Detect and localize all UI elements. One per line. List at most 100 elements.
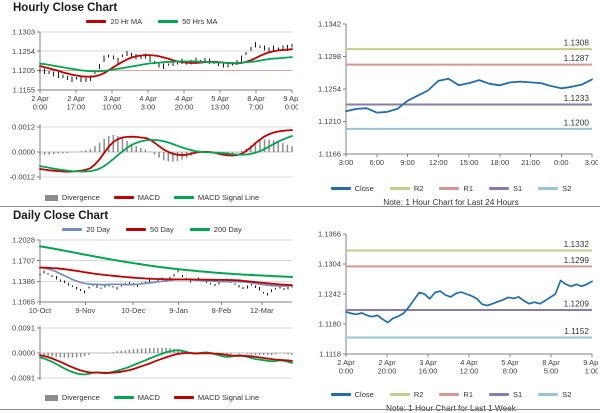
hourly-macd-legend: Divergence MACD MACD Signal Line [4,191,300,204]
legend-item-r2: R2 [389,390,423,399]
pivot-1w-note: Note: 1 Hour Chart for Last 1 Week [386,403,516,413]
pivot-24h-legend: Close R2 R1 S1 S2 [304,182,598,195]
svg-text:1.1166: 1.1166 [319,150,341,159]
bar-swatch-icon [44,394,58,401]
svg-text:8:00: 8:00 [503,367,518,376]
legend-item-20day: 20 Day [62,225,110,234]
svg-text:0:00: 0:00 [285,103,298,112]
legend-label: Divergence [61,193,100,202]
svg-text:1.1209: 1.1209 [564,298,590,308]
svg-text:4 Apr: 4 Apr [139,94,157,103]
svg-text:9:00: 9:00 [400,158,415,167]
svg-text:3:00: 3:00 [585,158,598,167]
svg-text:12:00: 12:00 [429,158,448,167]
svg-text:21:00: 21:00 [521,158,540,167]
svg-text:5 Apr: 5 Apr [501,358,519,367]
legend-label: Close [354,390,374,399]
svg-text:1.1707: 1.1707 [12,256,35,265]
legend-label: MACD Signal Line [197,393,260,402]
line-swatch-icon [189,228,210,231]
svg-text:1:00: 1:00 [585,367,598,376]
svg-text:1.1065: 1.1065 [12,298,35,307]
legend-label: S1 [513,390,523,399]
svg-text:8-Feb: 8-Feb [212,306,232,315]
svg-text:5:00: 5:00 [544,367,559,376]
line-swatch-icon [62,228,83,231]
svg-text:1.1210: 1.1210 [318,117,341,126]
line-swatch-icon [389,393,410,396]
legend-item-200day: 200 Day [189,225,242,234]
svg-text:1.1332: 1.1332 [564,239,590,249]
svg-text:6:00: 6:00 [369,158,384,167]
svg-text:-0.0012: -0.0012 [10,172,35,181]
line-swatch-icon [158,20,179,23]
legend-item-50day: 50 Day [126,225,174,234]
daily-ma-legend: 20 Day 50 Day 200 Day [4,223,300,236]
line-swatch-icon [86,20,107,23]
line-swatch-icon [330,393,351,396]
svg-text:10:00: 10:00 [103,103,122,112]
svg-text:1.1366: 1.1366 [318,230,341,239]
legend-item-s1: S1 [489,184,522,193]
legend-label: S1 [513,184,523,193]
svg-text:1.1254: 1.1254 [318,85,341,94]
svg-text:0.0000: 0.0000 [12,349,35,358]
svg-text:20:00: 20:00 [175,103,194,112]
hourly-close-panel: Hourly Close Chart 20 Hr MA 50 Hrs MA 1.… [4,2,302,204]
svg-text:1.1304: 1.1304 [318,260,341,269]
legend-label: R1 [463,390,473,399]
svg-text:1.1118: 1.1118 [319,350,341,359]
legend-item-macd: MACD [113,393,160,402]
svg-text:1.1298: 1.1298 [318,52,341,61]
legend-label: R1 [463,184,473,193]
legend-item-close: Close [330,184,374,193]
hourly-ma-legend: 20 Hr MA 50 Hrs MA [4,15,300,28]
svg-text:7:00: 7:00 [249,103,264,112]
legend-label: 50 Day [150,225,174,234]
svg-text:1.1233: 1.1233 [564,93,590,103]
svg-text:3 Apr: 3 Apr [419,358,437,367]
line-swatch-icon [389,187,410,190]
svg-text:9-Jan: 9-Jan [169,306,188,315]
line-swatch-icon [489,187,509,190]
legend-item-divergence: Divergence [44,193,100,202]
line-swatch-icon [126,228,147,231]
legend-item-divergence: Divergence [44,393,100,402]
svg-text:0.0091: 0.0091 [12,324,35,333]
legend-label: MACD Signal Line [197,193,260,202]
svg-text:1.1342: 1.1342 [318,20,341,29]
svg-text:16:00: 16:00 [419,367,438,376]
svg-text:2 Apr: 2 Apr [31,94,49,103]
line-swatch-icon [330,187,351,190]
legend-label: Divergence [61,393,100,402]
legend-item-r1: R1 [439,184,473,193]
svg-text:8 Apr: 8 Apr [247,94,265,103]
svg-text:12:00: 12:00 [460,367,479,376]
legend-label: 20 Day [86,225,111,234]
svg-text:4 Apr: 4 Apr [175,94,193,103]
svg-text:1.1205: 1.1205 [12,66,35,75]
svg-text:2 Apr: 2 Apr [337,358,355,367]
legend-item-20hr-ma: 20 Hr MA [86,17,142,26]
svg-text:1.1152: 1.1152 [564,326,589,336]
svg-text:18:00: 18:00 [490,158,509,167]
svg-text:1.1303: 1.1303 [12,28,35,37]
legend-item-close: Close [330,390,374,399]
svg-text:15:00: 15:00 [460,158,479,167]
svg-text:9-Nov: 9-Nov [75,306,95,315]
legend-item-s2: S2 [538,390,571,399]
line-swatch-icon [113,196,134,199]
legend-label: 20 Hr MA [110,17,143,26]
svg-text:20:00: 20:00 [378,367,397,376]
svg-text:5 Apr: 5 Apr [211,94,229,103]
svg-text:3:00: 3:00 [141,103,156,112]
svg-text:3:00: 3:00 [339,158,354,167]
legend-label: 200 Day [213,225,242,234]
svg-text:1.1200: 1.1200 [564,117,590,127]
svg-text:0:00: 0:00 [339,367,354,376]
hourly-macd-chart: 0.0012 0.0000 -0.0012 [10,123,293,181]
